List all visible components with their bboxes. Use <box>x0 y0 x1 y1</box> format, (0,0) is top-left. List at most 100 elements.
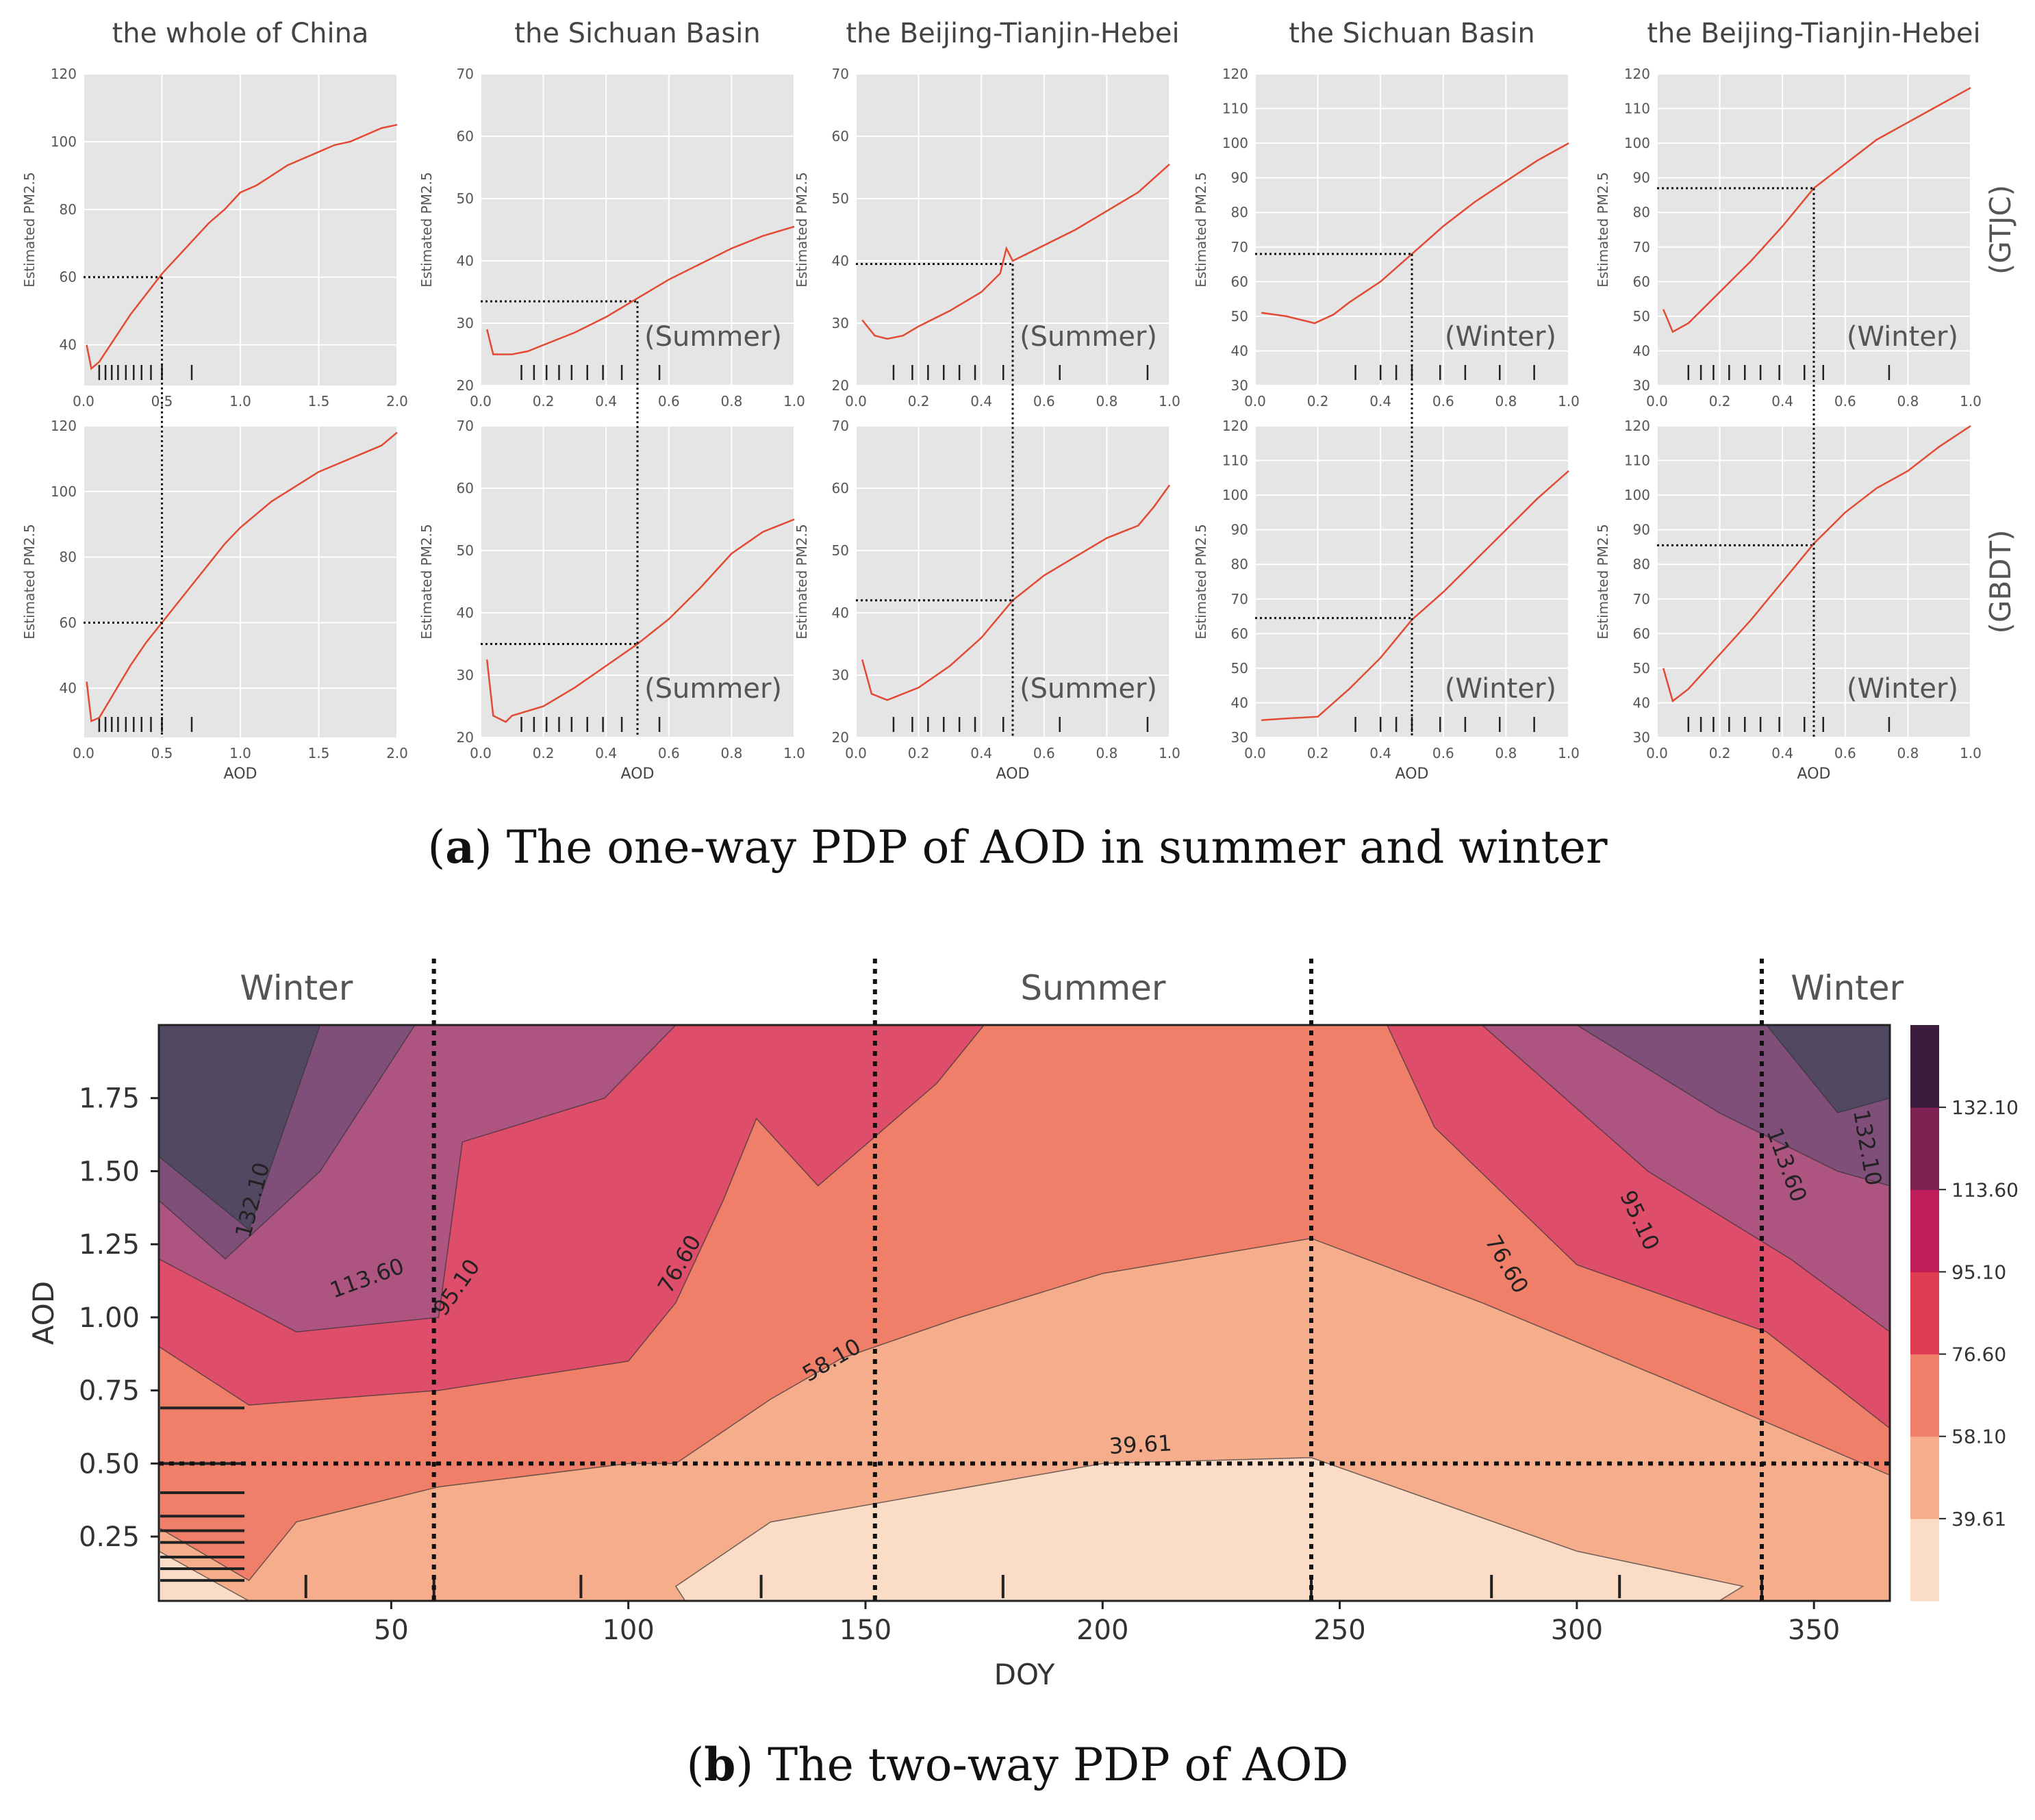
row-label: (GBDT) <box>1984 529 2017 633</box>
y-tick-label: 40 <box>832 605 849 621</box>
y-tick-label: 40 <box>457 605 474 621</box>
x-tick-label: 1.0 <box>1960 745 1982 761</box>
season-label: (Summer) <box>644 673 782 705</box>
x-tick-label: 50 <box>374 1615 409 1646</box>
y-tick-label: 20 <box>457 729 474 746</box>
x-tick-label: 0.2 <box>1307 393 1329 409</box>
season-label: (Winter) <box>1847 321 1958 353</box>
colorbar-label: 113.60 <box>1951 1178 2019 1201</box>
y-axis-label: Estimated PM2.5 <box>418 172 435 288</box>
x-tick-label: 0.0 <box>845 745 867 761</box>
y-tick-label: 70 <box>832 66 849 82</box>
caption-b-letter: b <box>704 1738 736 1791</box>
panel-background <box>1255 74 1569 386</box>
x-tick-label: 1.0 <box>1558 393 1580 409</box>
x-axis-label: AOD <box>996 766 1030 783</box>
panel-background <box>481 74 794 386</box>
season-label: (Winter) <box>1847 673 1958 705</box>
x-tick-label: 0.0 <box>470 745 492 761</box>
y-tick-label: 30 <box>1231 377 1248 394</box>
panel-2-5: 0.0 0.2 0.4 0.6 0.8 1.0 30 40 50 60 70 80 90 100 110 12… <box>1595 418 1982 783</box>
x-tick-label: 1.5 <box>308 393 330 409</box>
y-tick-label: 70 <box>1231 239 1248 255</box>
pdp-line <box>861 163 1170 340</box>
colorbar-label: 58.10 <box>1951 1426 2006 1448</box>
y-tick-label: 30 <box>457 315 474 331</box>
x-tick-label: 200 <box>1076 1615 1128 1646</box>
y-tick-label: 50 <box>832 542 849 559</box>
y-tick-label: 40 <box>60 680 77 696</box>
x-tick-label: 0.4 <box>1771 745 1793 761</box>
y-tick-label: 120 <box>1624 418 1650 434</box>
x-tick-label: 0.6 <box>1432 745 1454 761</box>
y-tick-label: 60 <box>1633 273 1650 290</box>
panel-2-3: 0.0 0.2 0.4 0.6 0.8 1.0 20 30 40 50 60 70 Estimated … <box>794 418 1180 783</box>
y-axis-label: Estimated PM2.5 <box>1595 524 1611 640</box>
x-tick-label: 0.0 <box>73 393 94 409</box>
y-tick-label: 40 <box>1633 342 1650 359</box>
y-tick-label: 30 <box>1633 729 1650 746</box>
pdp-line <box>86 431 398 722</box>
y-tick-label: 70 <box>457 66 474 82</box>
y-tick-label: 60 <box>1231 625 1248 642</box>
x-tick-label: 1.5 <box>308 745 330 761</box>
x-tick-label: 0.4 <box>595 393 617 409</box>
x-tick-label: 0.8 <box>1897 393 1919 409</box>
caption-a: (a) The one-way PDP of AOD in summer and… <box>427 820 1608 874</box>
x-tick-label: 1.0 <box>1159 393 1180 409</box>
pdp-line <box>86 123 398 370</box>
y-axis-label: Estimated PM2.5 <box>21 524 38 640</box>
panel-2-4: 0.0 0.2 0.4 0.6 0.8 1.0 30 40 50 60 70 80 90 100 110 12… <box>1193 418 1580 783</box>
caption-a-letter: a <box>445 820 475 874</box>
y-axis-label: Estimated PM2.5 <box>794 172 810 288</box>
y-tick-label: 50 <box>457 190 474 207</box>
y-tick-label: 50 <box>1231 660 1248 677</box>
y-tick-label: 100 <box>1624 135 1650 151</box>
x-tick-label: 1.0 <box>229 393 251 409</box>
y-tick-label: 100 <box>1222 135 1248 151</box>
pdp-line <box>1663 87 1971 333</box>
x-axis-label: AOD <box>1797 766 1831 783</box>
x-tick-label: 0.6 <box>658 393 680 409</box>
colorbar-segment <box>1910 1272 1939 1355</box>
x-tick-label: 0.8 <box>1096 745 1117 761</box>
x-tick-label: 0.4 <box>595 745 617 761</box>
y-tick-label: 80 <box>1633 204 1650 220</box>
colorbar-segment <box>1910 1354 1939 1437</box>
colorbar-segment <box>1910 1518 1939 1602</box>
x-tick-label: 0.8 <box>1897 745 1919 761</box>
x-axis-label: AOD <box>621 766 655 783</box>
x-tick-label: 1.0 <box>1960 393 1982 409</box>
y-tick-label: 80 <box>1231 204 1248 220</box>
season-label: (Winter) <box>1445 321 1556 353</box>
y-tick-label: 60 <box>1633 625 1650 642</box>
y-tick-label: 40 <box>1231 694 1248 711</box>
y-axis-label: Estimated PM2.5 <box>1193 524 1209 640</box>
y-tick-label: 50 <box>457 542 474 559</box>
y-tick-label: 110 <box>1624 453 1650 469</box>
caption-b: (b) The two-way PDP of AOD <box>686 1738 1349 1791</box>
season-label: (Winter) <box>1445 673 1556 705</box>
x-tick-label: 0.8 <box>1495 745 1517 761</box>
y-tick-label: 30 <box>832 315 849 331</box>
y-tick-label: 100 <box>1624 487 1650 503</box>
caption-a-text: The one-way PDP of AOD in summer and win… <box>506 821 1608 874</box>
x-tick-label: 0.6 <box>658 745 680 761</box>
caption-b-text: The two-way PDP of AOD <box>768 1739 1349 1791</box>
pdp-line <box>1662 425 1971 703</box>
panel-title: the Beijing-Tianjin-Hebei <box>1647 18 1980 49</box>
y-axis-label: Estimated PM2.5 <box>418 524 435 640</box>
pdp-line <box>1261 142 1569 325</box>
y-tick-label: 120 <box>1222 66 1248 82</box>
y-tick-label: 100 <box>1222 487 1248 503</box>
x-tick-label: 0.5 <box>151 745 173 761</box>
y-tick-label: 80 <box>1633 556 1650 572</box>
season-label: Summer <box>1020 968 1166 1008</box>
x-tick-label: 1.0 <box>783 393 805 409</box>
y-tick-label: 90 <box>1231 170 1248 186</box>
y-tick-label: 70 <box>1633 239 1650 255</box>
x-tick-label: 0.6 <box>1033 745 1055 761</box>
x-tick-label: 0.8 <box>720 745 742 761</box>
x-tick-label: 0.0 <box>1244 393 1266 409</box>
contour-label: 39.61 <box>1109 1430 1172 1459</box>
